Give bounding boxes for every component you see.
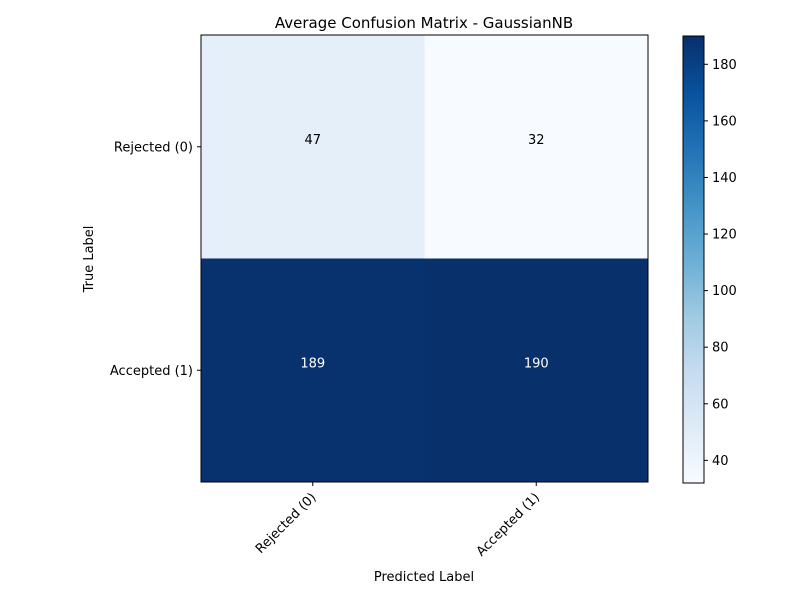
cell-value-label: 189 xyxy=(300,356,325,371)
heatmap-cell xyxy=(424,258,648,482)
heatmap-cells: 47 32 189 190 xyxy=(201,35,648,482)
y-axis-label: True Label xyxy=(82,226,97,294)
colorbar-tick-label: 160 xyxy=(712,114,737,129)
y-axis-ticks: Rejected (0) Accepted (1) xyxy=(110,140,201,379)
x-axis-label: Predicted Label xyxy=(374,570,474,585)
heatmap-cell xyxy=(424,35,648,259)
colorbar-tick-label: 60 xyxy=(712,397,729,412)
cell-value-label: 190 xyxy=(524,356,549,371)
cell-value-label: 47 xyxy=(304,133,321,148)
y-tick-label: Rejected (0) xyxy=(114,140,193,155)
heatmap-cell xyxy=(201,258,425,482)
colorbar-tick-label: 120 xyxy=(712,228,737,243)
colorbar-tick-label: 40 xyxy=(712,454,729,469)
cell-value-label: 32 xyxy=(528,133,545,148)
y-tick-label: Accepted (1) xyxy=(110,364,193,379)
x-axis-ticks: Rejected (0) Accepted (1) xyxy=(253,482,543,560)
colorbar-tick-label: 140 xyxy=(712,171,737,186)
chart-title: Average Confusion Matrix - GaussianNB xyxy=(275,14,573,32)
colorbar-tick-label: 80 xyxy=(712,341,729,356)
colorbar-ticks: 40 60 80 100 120 140 160 180 xyxy=(704,58,737,469)
x-tick-label: Rejected (0) xyxy=(253,490,320,557)
colorbar xyxy=(682,35,705,484)
colorbar-tick-label: 100 xyxy=(712,284,737,299)
colorbar-tick-label: 180 xyxy=(712,58,737,73)
heatmap-cell xyxy=(201,35,425,259)
plot-frame xyxy=(200,34,649,483)
x-tick-label: Accepted (1) xyxy=(474,490,543,559)
